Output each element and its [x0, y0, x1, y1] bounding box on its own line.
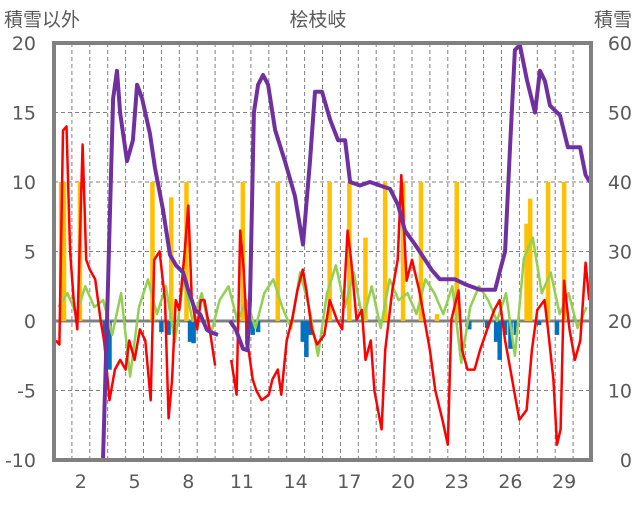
x-tick-label: 14 — [284, 471, 308, 493]
negative-bar — [508, 321, 513, 349]
positive-bar — [327, 182, 332, 321]
chart-title: 桧枝岐 — [289, 9, 346, 31]
negative-bar — [497, 321, 502, 360]
positive-bar — [527, 198, 533, 321]
negative-bar — [300, 321, 306, 342]
left-tick-label: 0 — [24, 311, 36, 333]
x-tick-label: 23 — [445, 471, 469, 493]
negative-bar — [304, 321, 309, 358]
negative-bar — [191, 321, 196, 344]
left-tick-label: -5 — [17, 381, 36, 403]
negative-bar — [187, 321, 193, 342]
negative-bar — [536, 321, 542, 326]
negative-bar — [107, 321, 112, 370]
x-tick-label: 8 — [182, 471, 194, 493]
purple-series-line — [54, 43, 592, 462]
right-tick-label: 0 — [620, 450, 632, 472]
x-tick-label: 26 — [498, 471, 522, 493]
left-tick-label: 15 — [12, 103, 36, 125]
right-tick-label: 60 — [608, 33, 632, 55]
negative-bar — [467, 321, 472, 330]
positive-bar — [150, 182, 155, 321]
positive-bar — [363, 237, 368, 321]
right-tick-label: 30 — [608, 242, 632, 264]
positive-bar — [61, 182, 67, 321]
positive-bar — [275, 182, 280, 321]
negative-bar — [484, 321, 490, 328]
x-tick-label: 20 — [391, 471, 415, 493]
positive-bar — [382, 182, 388, 321]
negative-bar — [502, 321, 508, 335]
left-tick-label: -10 — [5, 450, 36, 472]
x-tick-label: 17 — [337, 471, 361, 493]
positive-bar — [434, 314, 440, 321]
left-axis-label: 積雪以外 — [4, 9, 80, 31]
negative-bar — [513, 321, 519, 335]
series-lines — [54, 43, 592, 462]
left-tick-label: 20 — [12, 33, 36, 55]
left-tick-label: 5 — [24, 242, 36, 264]
negative-bar — [307, 321, 313, 335]
positive-bar — [454, 182, 459, 321]
negative-bar — [159, 321, 164, 333]
x-tick-label: 2 — [75, 471, 87, 493]
x-tick-label: 29 — [552, 471, 576, 493]
right-tick-label: 50 — [608, 103, 632, 125]
negative-bar — [166, 321, 171, 335]
positive-bar — [184, 182, 189, 321]
left-tick-label: 10 — [12, 172, 36, 194]
right-tick-label: 40 — [608, 172, 632, 194]
positive-bar — [400, 182, 406, 321]
negative-bar — [554, 321, 560, 335]
axes — [52, 41, 593, 462]
right-tick-label: 10 — [608, 381, 632, 403]
negative-bar — [255, 321, 261, 333]
positive-bar — [561, 182, 567, 321]
x-tick-label: 5 — [129, 471, 141, 493]
right-axis-label: 積雪 — [594, 9, 632, 31]
x-tick-label: 11 — [230, 471, 254, 493]
positive-bar — [524, 223, 529, 321]
positive-bar — [545, 182, 551, 321]
green-series-line — [57, 236, 588, 378]
negative-bar — [250, 321, 255, 335]
right-tick-label: 20 — [608, 311, 632, 333]
negative-bar — [493, 321, 499, 342]
plot-frame — [52, 41, 593, 462]
